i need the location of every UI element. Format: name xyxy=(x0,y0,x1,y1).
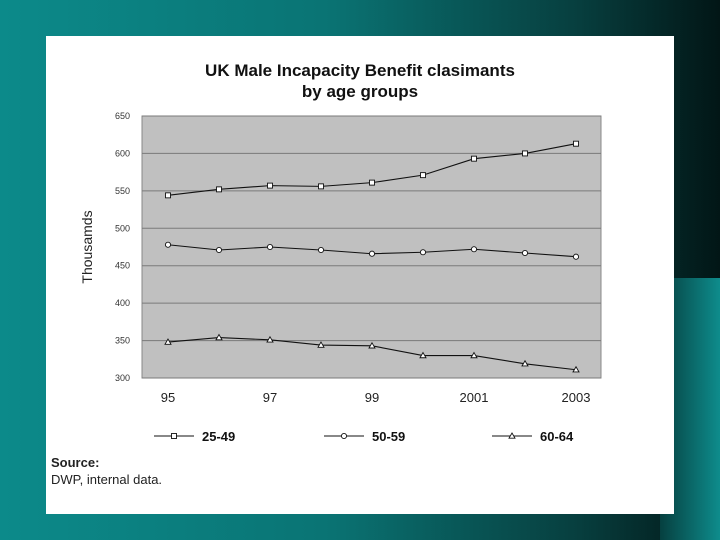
circle-marker xyxy=(419,249,427,256)
series-60-64 xyxy=(164,333,580,373)
legend-label: 25-49 xyxy=(202,429,235,444)
square-marker xyxy=(471,155,477,162)
x-tick-label: 2001 xyxy=(460,390,489,405)
square-marker xyxy=(165,192,171,199)
source-text: DWP, internal data. xyxy=(51,472,163,487)
x-tick-label: 97 xyxy=(263,390,277,405)
slide-panel: UK Male Incapacity Benefit clasimants by… xyxy=(46,36,674,514)
y-tick-label: 500 xyxy=(115,223,130,233)
triangle-marker xyxy=(419,351,427,359)
triangle-marker xyxy=(572,365,580,373)
y-tick-label: 600 xyxy=(115,148,130,158)
circle-marker xyxy=(521,249,529,257)
y-tick-label: 450 xyxy=(115,261,130,271)
series-50-59 xyxy=(164,241,580,260)
chart-title: UK Male Incapacity Benefit clasimants by… xyxy=(46,60,674,102)
circle-marker xyxy=(266,243,274,251)
y-tick-label: 400 xyxy=(115,298,130,308)
y-axis-ticks: 650 600 550 500 450 400 350 300 xyxy=(115,111,130,383)
y-axis-label: Thousamds xyxy=(79,210,95,283)
triangle-marker xyxy=(266,335,274,343)
legend-item: 60-64 xyxy=(492,429,574,444)
chart-title-line-1: UK Male Incapacity Benefit clasimants xyxy=(205,61,515,80)
series-group xyxy=(164,140,580,373)
x-tick-label: 99 xyxy=(365,390,379,405)
circle-marker xyxy=(164,241,172,248)
source-note: Source: DWP, internal data. xyxy=(51,454,162,488)
x-tick-label: 95 xyxy=(161,390,175,405)
legend-label: 60-64 xyxy=(540,429,574,444)
triangle-marker xyxy=(215,333,223,341)
square-marker xyxy=(171,433,177,439)
circle-marker xyxy=(317,246,325,254)
legend-item: 50-59 xyxy=(324,429,405,444)
y-tick-label: 350 xyxy=(115,336,130,346)
square-marker xyxy=(369,179,375,186)
circle-marker xyxy=(340,432,348,440)
circle-marker xyxy=(215,246,223,254)
triangle-marker xyxy=(470,351,478,359)
square-marker xyxy=(318,183,324,190)
series-25-49 xyxy=(165,140,579,199)
triangle-marker xyxy=(164,338,172,345)
legend: 25-49 50-59 60-64 xyxy=(154,429,574,444)
square-marker xyxy=(267,182,273,189)
circle-marker xyxy=(572,253,580,260)
circle-marker xyxy=(368,250,376,257)
y-tick-label: 650 xyxy=(115,111,130,121)
chart-title-line-2: by age groups xyxy=(301,82,419,101)
x-axis-ticks: 95 97 99 2001 2003 xyxy=(161,390,591,405)
circle-marker xyxy=(470,246,478,253)
y-tick-label: 300 xyxy=(115,373,130,383)
legend-item: 25-49 xyxy=(154,429,235,444)
square-marker xyxy=(573,140,579,147)
y-tick-label: 550 xyxy=(115,186,130,196)
square-marker xyxy=(522,150,528,157)
legend-label: 50-59 xyxy=(372,429,405,444)
triangle-marker xyxy=(368,341,376,349)
source-label: Source: xyxy=(51,455,100,470)
square-marker xyxy=(420,172,426,179)
triangle-marker xyxy=(508,432,516,439)
x-tick-label: 2003 xyxy=(562,390,591,405)
square-marker xyxy=(216,186,222,193)
triangle-marker xyxy=(521,359,529,367)
triangle-marker xyxy=(317,341,325,348)
